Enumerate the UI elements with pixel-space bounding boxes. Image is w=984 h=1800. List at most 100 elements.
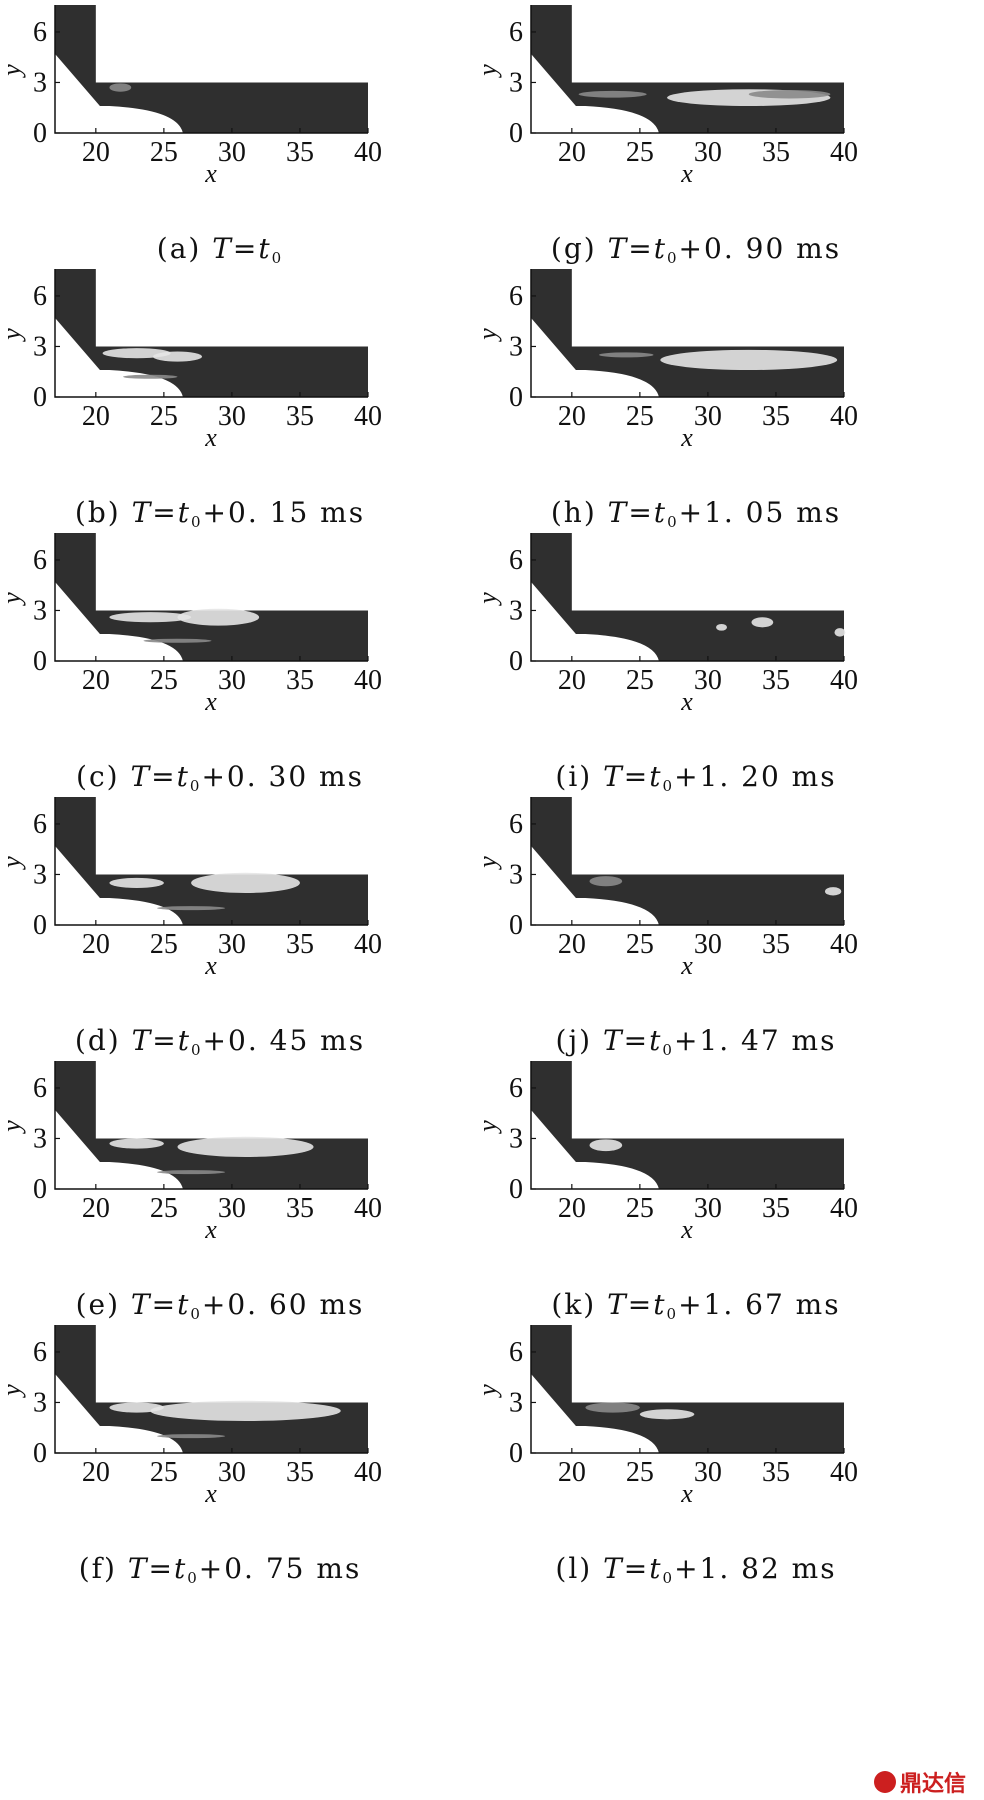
caption-part: (h) [550,496,608,529]
x-tick-label: 40 [830,401,858,432]
x-tick-label: 30 [218,1193,246,1224]
y-tick-label: 3 [33,67,47,98]
caption-part: T [131,1024,153,1057]
y-tick-label: 6 [509,1073,523,1104]
y-axis-label: y [473,328,502,343]
caption-part: t [649,760,663,793]
panel-c-plot: 20 25 30 35 40 0 3 6 x y [0,533,382,716]
x-axis-label: x [204,423,217,452]
plume-structure [585,1402,640,1413]
caption-part: t [653,1288,667,1321]
x-tick-label: 35 [762,929,790,960]
x-tick-label: 30 [218,929,246,960]
caption-part: 0 [667,513,679,531]
panel-h: 20 25 30 35 40 0 3 6 x y (h) T=t0+1. 05 ms [473,264,968,564]
y-tick-label: 0 [33,1438,47,1469]
x-tick-label: 30 [694,1193,722,1224]
fluid-domain [55,1061,368,1189]
panel-g-plot: 20 25 30 35 40 0 3 6 x y [473,5,858,188]
y-tick-label: 6 [509,17,523,48]
y-axis-label: y [0,1120,26,1135]
y-tick-label: 6 [33,281,47,312]
watermark-text: 鼎达信 [899,1772,966,1797]
caption-part: 0 [191,1041,203,1059]
fluid-domain [531,533,844,661]
panel-i: 20 25 30 35 40 0 3 6 x y (i) T=t0+1. 20 ms [473,528,968,828]
x-tick-label: 25 [150,1193,178,1224]
x-tick-label: 35 [286,929,314,960]
x-tick-label: 30 [218,137,246,168]
caption-part: (b) [74,496,132,529]
watermark-icon [873,1771,896,1793]
x-tick-label: 25 [626,929,654,960]
panel-j-plot: 20 25 30 35 40 0 3 6 x y [473,797,858,980]
caption-part: +0. 30 ms [201,760,364,793]
y-tick-label: 0 [33,1174,47,1205]
caption-part: +1. 67 ms [678,1288,841,1321]
panel-d-plot: 20 25 30 35 40 0 3 6 x y [0,797,382,980]
caption-part: 0 [667,249,679,267]
x-axis-label: x [204,159,217,188]
panel-f-caption: (f) T=t0+0. 75 ms [0,1552,440,1587]
y-axis-label: y [0,856,26,871]
plume-structure [157,906,226,911]
x-tick-label: 25 [150,401,178,432]
x-tick-label: 40 [830,929,858,960]
fluid-domain [55,533,368,661]
x-tick-label: 25 [626,401,654,432]
caption-part: +0. 75 ms [198,1552,362,1585]
plume-structure [109,612,192,623]
y-axis-label: y [473,1120,502,1135]
caption-part: t [173,1552,188,1585]
panel-c-caption: (c) T=t0+0. 30 ms [0,760,440,795]
y-tick-label: 3 [509,595,523,626]
caption-part: = [623,1024,650,1057]
fluid-domain [531,797,844,925]
caption-part: +1. 47 ms [673,1024,837,1057]
caption-part: = [232,232,259,265]
plume-structure [109,1138,164,1149]
fluid-domain [55,1325,368,1453]
caption-part: T [127,1552,149,1585]
y-tick-label: 6 [33,809,47,840]
x-tick-label: 30 [218,401,246,432]
y-tick-label: 6 [509,1337,523,1368]
y-tick-label: 0 [509,1174,523,1205]
panel-e-plot: 20 25 30 35 40 0 3 6 x y [0,1061,382,1244]
x-tick-label: 40 [830,1457,858,1488]
caption-part: (g) [550,232,608,265]
x-tick-label: 30 [694,929,722,960]
x-axis-label: x [680,951,693,980]
x-tick-label: 30 [218,1457,246,1488]
x-tick-label: 20 [558,665,586,696]
y-tick-label: 3 [509,1123,523,1154]
plume-structure [748,90,831,99]
fluid-domain [55,269,368,397]
y-tick-label: 6 [33,545,47,576]
y-tick-label: 3 [33,1123,47,1154]
caption-part: T [607,232,629,265]
caption-part: t [258,232,272,265]
caption-part: (e) [75,1288,131,1321]
x-tick-label: 40 [830,137,858,168]
caption-part: t [177,1288,191,1321]
plume-structure [157,1434,226,1439]
panel-d-caption: (d) T=t0+0. 45 ms [0,1024,440,1059]
caption-part: +1. 82 ms [674,1552,837,1585]
plume-structure [109,1402,164,1413]
x-tick-label: 35 [286,137,314,168]
y-axis-label: y [0,592,26,607]
caption-part: = [151,760,177,793]
y-tick-label: 0 [33,382,47,413]
plume-structure [152,351,202,362]
x-axis-label: x [204,951,217,980]
x-axis-label: x [680,159,693,188]
y-axis-label: y [473,64,502,79]
fluid-domain [55,5,368,133]
x-axis-label: x [680,1479,693,1508]
x-tick-label: 20 [82,1457,110,1488]
y-tick-label: 0 [33,910,47,941]
caption-part: T [602,1024,624,1057]
y-tick-label: 0 [509,382,523,413]
